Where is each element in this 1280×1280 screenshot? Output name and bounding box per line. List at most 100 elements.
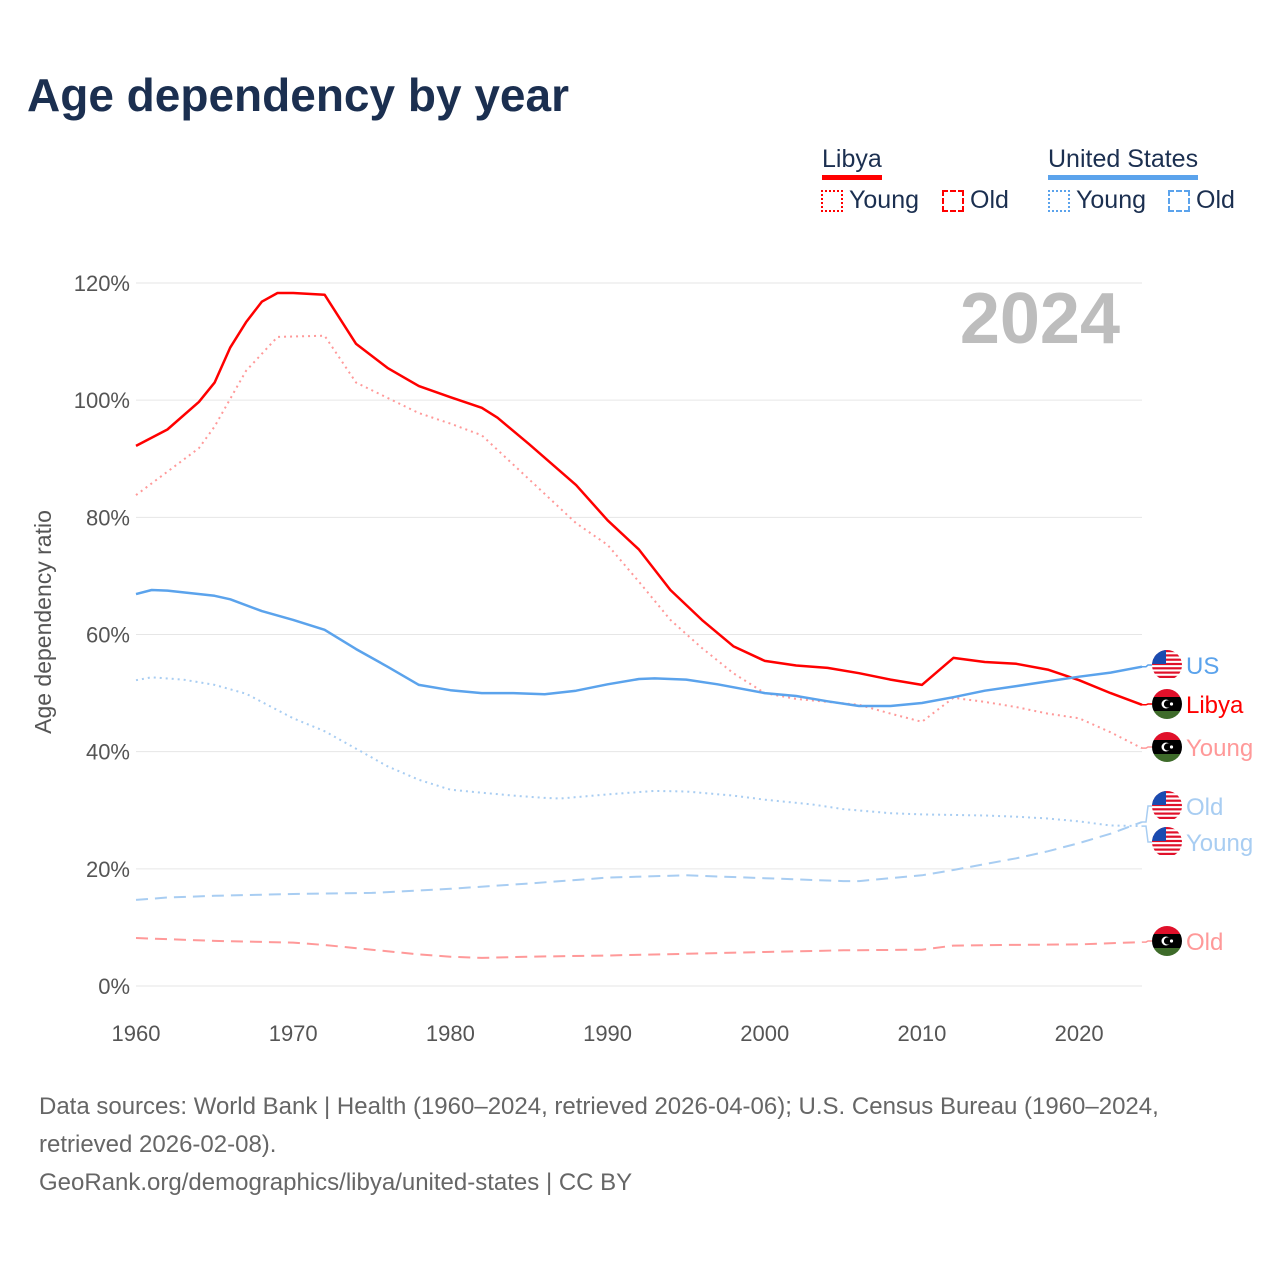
flag-green	[1152, 711, 1182, 719]
legend-us-old[interactable]: Old	[1168, 186, 1235, 215]
source-note: Data sources: World Bank | Health (1960–…	[39, 1088, 1249, 1202]
us-flag-icon	[1152, 791, 1182, 821]
y-tick-label: 100%	[74, 388, 130, 413]
y-tick-label: 40%	[86, 740, 130, 765]
libya-flag-icon	[1152, 732, 1182, 762]
flag-stripe	[1152, 816, 1182, 819]
x-tick-label: 2010	[897, 1021, 946, 1046]
flag-stripe	[1152, 812, 1182, 815]
y-tick-label: 60%	[86, 623, 130, 648]
flag-red	[1152, 926, 1182, 934]
end-label: Old	[1186, 929, 1223, 956]
y-tick-label: 80%	[86, 505, 130, 530]
flag-stripe	[1152, 848, 1182, 851]
libya-flag-icon	[1152, 689, 1182, 719]
flag-canton	[1152, 650, 1166, 664]
flag-stripe	[1152, 835, 1182, 838]
page-title: Age dependency by year	[27, 69, 569, 121]
line-chart: 2024 Age dependency ratio 0% 20% 40% 60% 80%…	[30, 271, 1253, 1046]
flag-stripe	[1152, 795, 1182, 798]
series-line-united-states-young	[135, 676, 1143, 828]
flag-stripe	[1152, 667, 1182, 670]
x-tick-label: 1980	[426, 1021, 475, 1046]
flag-body	[1152, 926, 1182, 956]
libya-flag-icon	[1152, 926, 1182, 956]
end-label: Young	[1186, 735, 1253, 762]
crescent-cut	[1163, 700, 1172, 708]
flag-stripe	[1152, 852, 1182, 855]
legend-us-young[interactable]: Young	[1048, 186, 1146, 215]
end-label: Young	[1186, 830, 1253, 857]
x-tick-label: 2020	[1055, 1021, 1104, 1046]
flag-canton	[1152, 791, 1166, 805]
leader-line	[1142, 825, 1152, 843]
y-axis-title: Age dependency ratio	[30, 510, 56, 734]
leader-line	[1142, 940, 1152, 943]
series-line-libya	[135, 291, 1143, 706]
us-flag-icon	[1152, 827, 1182, 857]
flag-stripe	[1152, 844, 1182, 847]
flag-stripe	[1152, 827, 1182, 830]
y-tick-label: 120%	[74, 271, 130, 296]
source-link[interactable]: GeoRank.org/demographics/libya/united-st…	[39, 1169, 633, 1196]
crescent-cut	[1163, 743, 1172, 751]
x-tick-label: 1970	[269, 1021, 318, 1046]
legend-label: Old	[1196, 186, 1235, 214]
legend-libya[interactable]: Libya	[822, 145, 882, 180]
x-tick-label: 2000	[740, 1021, 789, 1046]
flag-body	[1152, 827, 1182, 857]
leader-line	[1142, 805, 1152, 823]
flag-stripe	[1152, 675, 1182, 678]
x-tick-label: 1990	[583, 1021, 632, 1046]
series-line-libya-old	[135, 937, 1143, 959]
flag-stripe	[1152, 662, 1182, 666]
year-watermark: 2024	[960, 279, 1120, 359]
dotted-swatch-icon	[821, 189, 843, 212]
dotted-swatch-icon	[1048, 189, 1070, 212]
end-label: Libya	[1186, 692, 1244, 719]
flag-stripe	[1152, 791, 1182, 794]
flag-stripe	[1152, 831, 1182, 834]
flag-body	[1152, 650, 1182, 680]
end-label: Old	[1186, 794, 1223, 821]
y-tick-label: 0%	[98, 974, 130, 999]
flag-stripe	[1152, 650, 1182, 653]
flag-stripe	[1152, 808, 1182, 811]
legend-united-states[interactable]: United States	[1048, 145, 1199, 180]
flag-body	[1152, 689, 1182, 719]
flag-stripe	[1152, 839, 1182, 843]
flag-green	[1152, 754, 1182, 762]
flag-body	[1152, 732, 1182, 762]
flag-stripe	[1152, 654, 1182, 657]
series-line-united-states-old	[135, 821, 1143, 901]
series-line-united-states	[135, 588, 1143, 708]
y-tick-label: 20%	[86, 857, 130, 882]
leader-line	[1142, 703, 1152, 706]
star	[1169, 939, 1174, 943]
legend-label: Young	[849, 186, 919, 214]
flag-stripe	[1152, 658, 1182, 661]
leader-line	[1142, 746, 1152, 749]
star	[1169, 745, 1174, 749]
leader-line	[1142, 664, 1152, 668]
us-flag-icon	[1152, 650, 1182, 680]
flag-stripe	[1152, 803, 1182, 807]
flag-stripe	[1152, 671, 1182, 674]
series-line-libya-young	[135, 334, 1143, 750]
legend-label: Young	[1076, 186, 1146, 214]
dashed-swatch-icon	[1168, 189, 1190, 212]
flag-red	[1152, 732, 1182, 740]
flag-body	[1152, 791, 1182, 821]
source-text: Data sources: World Bank | Health (1960–…	[39, 1093, 1159, 1158]
x-tick-label: 1960	[112, 1021, 161, 1046]
legend-libya-young[interactable]: Young	[821, 186, 919, 215]
flag-red	[1152, 689, 1182, 697]
flag-stripe	[1152, 799, 1182, 802]
dashed-swatch-icon	[942, 189, 964, 212]
legend-label: Old	[970, 186, 1009, 214]
star	[1169, 702, 1174, 706]
legend-libya-old[interactable]: Old	[942, 186, 1009, 215]
end-label: US	[1186, 653, 1219, 680]
flag-canton	[1152, 827, 1166, 841]
